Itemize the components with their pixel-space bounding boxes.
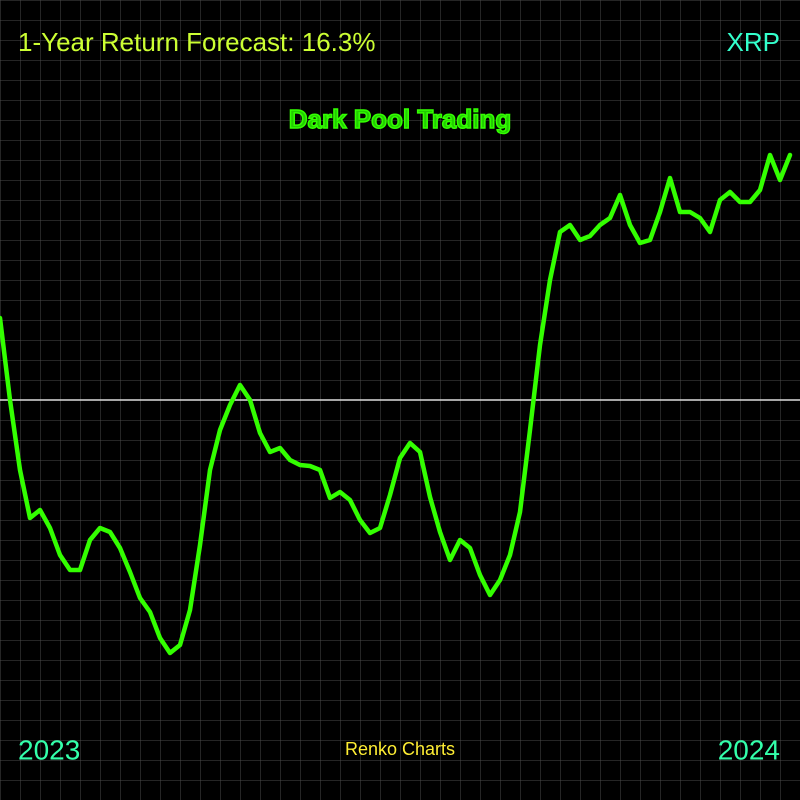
plot bbox=[0, 152, 800, 656]
footer: Renko Charts bbox=[345, 739, 455, 759]
chart-title: 1-Year Return Forecast: 16.3% bbox=[18, 27, 375, 57]
start-label: 2023 bbox=[18, 734, 80, 765]
end-label: 2024 bbox=[718, 734, 780, 765]
chart-subtitle: Dark Pool Trading bbox=[289, 104, 512, 134]
price-line bbox=[0, 152, 793, 656]
ticker: XRP bbox=[727, 27, 780, 57]
